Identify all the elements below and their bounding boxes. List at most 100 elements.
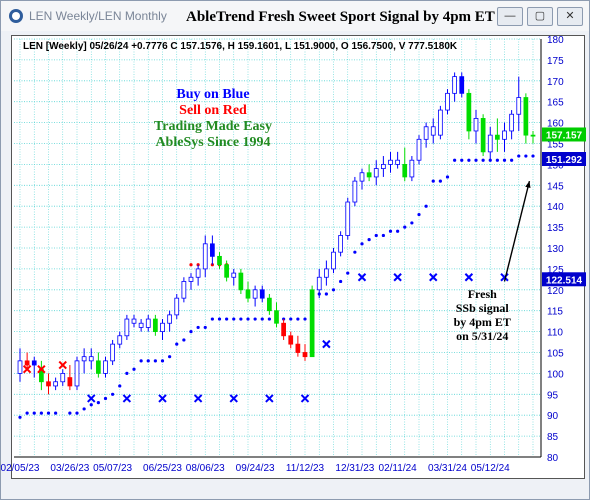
support-dot — [517, 154, 521, 158]
candle-body — [195, 268, 201, 278]
y-tick-label: 175 — [547, 56, 564, 67]
support-dot — [495, 158, 499, 162]
candle-body — [17, 360, 23, 374]
candle-body — [352, 180, 358, 203]
candle-body — [530, 134, 536, 137]
price-label-box — [542, 127, 586, 142]
chart-title: AbleTrend Fresh Sweet Sport Signal by 4p… — [186, 9, 495, 25]
candle-body — [366, 172, 372, 178]
x-tick-label: 03/31/24 — [428, 463, 467, 474]
candle-body — [395, 159, 400, 165]
annotation-text: Fresh — [468, 287, 497, 301]
y-tick-label: 140 — [547, 202, 564, 213]
candle-body — [430, 126, 436, 136]
promo-line-buy: Buy on Blue — [176, 87, 250, 102]
annotation-arrow — [503, 180, 531, 282]
support-dot — [225, 317, 229, 321]
candle-body — [523, 97, 529, 136]
candle-body — [288, 335, 294, 345]
candle-body — [153, 318, 158, 332]
annotation-text: on 5/31/24 — [456, 329, 508, 343]
promo-text: Buy on Blue Sell on Red Trading Made Eas… — [133, 87, 293, 151]
support-dot — [39, 411, 43, 415]
candle-body — [316, 276, 322, 291]
y-tick-label: 145 — [547, 181, 564, 192]
y-tick-label: 170 — [547, 77, 564, 88]
candle-body — [281, 322, 286, 337]
candle-body — [53, 381, 58, 387]
candle-body — [252, 289, 258, 299]
candle-body — [295, 343, 301, 353]
support-dot — [253, 317, 257, 321]
support-dot — [367, 238, 371, 242]
candle-body — [274, 310, 279, 324]
support-dot — [388, 229, 393, 233]
title-bar: LEN Weekly/LEN Monthly AbleTrend Fresh S… — [1, 1, 589, 31]
buy-x-marker — [300, 394, 310, 403]
support-dot — [153, 359, 157, 363]
minimize-button[interactable]: — — [497, 7, 523, 26]
y-tick-label: 100 — [547, 369, 564, 380]
maximize-button[interactable]: ▢ — [527, 7, 553, 26]
support-dot — [217, 317, 222, 321]
buy-x-marker — [393, 273, 402, 282]
buy-x-marker — [357, 273, 367, 282]
candle-body — [388, 159, 393, 165]
support-dot — [502, 158, 507, 162]
y-tick-label: 80 — [547, 453, 559, 464]
support-dot — [68, 411, 72, 415]
candle-body — [473, 118, 479, 132]
support-dot — [82, 407, 86, 411]
chart-area[interactable] — [11, 35, 585, 479]
sell-x-marker — [22, 365, 32, 374]
promo-line-easy: Trading Made Easy — [154, 119, 272, 134]
y-tick-label: 130 — [547, 244, 564, 255]
x-tick-label: 05/07/23 — [93, 463, 132, 474]
close-button[interactable]: ✕ — [557, 7, 583, 26]
support-dot — [267, 317, 271, 321]
y-tick-label: 155 — [547, 140, 564, 151]
support-dot — [396, 229, 400, 233]
support-dot — [453, 158, 457, 162]
y-tick-label: 105 — [547, 349, 564, 360]
annotation-text: by 4pm ET — [454, 315, 511, 329]
candle-body — [131, 318, 137, 324]
support-dot — [239, 317, 243, 321]
buy-x-marker — [429, 273, 438, 282]
support-dot — [246, 317, 250, 321]
support-dot — [360, 242, 364, 246]
y-tick-label: 180 — [547, 35, 564, 46]
candle-body — [345, 201, 351, 236]
support-dot — [339, 279, 343, 284]
candle-body — [31, 360, 37, 366]
support-dot — [89, 403, 93, 407]
candle-body — [466, 92, 472, 132]
candle-body — [231, 272, 237, 278]
support-dot — [296, 317, 300, 321]
support-dot — [232, 317, 236, 321]
x-tick-label: 06/25/23 — [143, 463, 182, 474]
buy-x-marker — [322, 339, 331, 349]
support-dot — [331, 288, 336, 292]
support-dot — [289, 317, 293, 321]
candle-body — [324, 268, 329, 278]
candle-body — [88, 356, 94, 362]
candle-body — [117, 335, 123, 345]
support-dot — [146, 359, 150, 363]
candle-body — [438, 109, 443, 136]
candle-body — [423, 126, 429, 140]
support-dot — [32, 411, 36, 415]
y-tick-label: 85 — [547, 432, 559, 443]
x-tick-label: 08/06/23 — [186, 463, 225, 474]
y-tick-label: 160 — [547, 119, 564, 130]
candle-body — [245, 289, 251, 299]
info-line: LEN [Weekly] 05/26/24 +0.7776 C 157.1576… — [23, 41, 458, 52]
support-dot — [481, 158, 485, 162]
support-dot — [467, 158, 471, 162]
y-tick-label: 125 — [547, 265, 564, 276]
arrow-head-icon — [525, 181, 531, 189]
candle-body — [202, 243, 208, 270]
support-dot — [203, 325, 207, 330]
x-tick-label: 12/31/23 — [335, 463, 374, 474]
